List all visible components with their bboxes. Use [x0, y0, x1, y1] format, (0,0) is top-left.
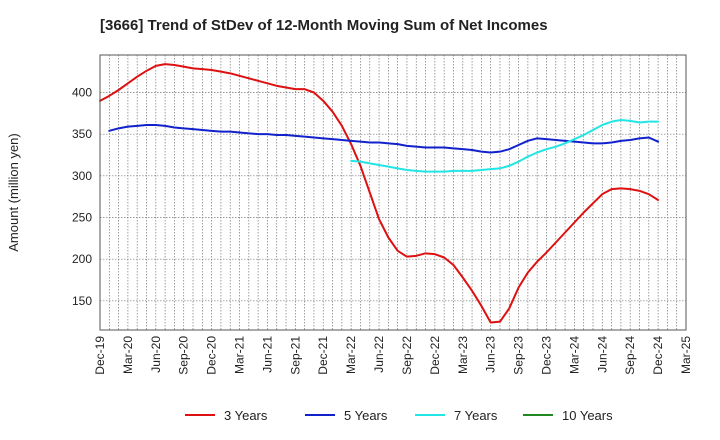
- y-tick-label: 350: [72, 127, 92, 141]
- x-tick-label: Mar-21: [233, 336, 247, 374]
- grid-lines: [100, 55, 686, 330]
- x-tick-label: Sep-22: [400, 336, 414, 375]
- x-tick-label: Dec-21: [316, 336, 330, 375]
- x-tick-label: Dec-22: [428, 336, 442, 375]
- series-line-7-years: [350, 119, 660, 173]
- y-tick-label: 400: [72, 86, 92, 100]
- legend-label: 7 Years: [454, 408, 498, 423]
- x-tick-label: Dec-19: [93, 336, 107, 375]
- x-tick-labels: Dec-19 Mar-20 Jun-20 Sep-20 Dec-20 Mar-21 Jun-…: [93, 336, 693, 375]
- y-tick-label: 200: [72, 252, 92, 266]
- y-tick-labels: 150 200 250 300 350 400: [72, 86, 92, 308]
- y-axis-label: Amount (million yen): [6, 133, 21, 252]
- x-tick-label: Mar-25: [679, 336, 693, 374]
- x-tick-label: Dec-23: [539, 336, 553, 375]
- legend-item-10-years: 10 Years: [523, 408, 613, 423]
- y-tick-label: 150: [72, 294, 92, 308]
- x-tick-label: Mar-24: [567, 336, 581, 374]
- legend-label: 3 Years: [224, 408, 268, 423]
- legend-label: 10 Years: [562, 408, 613, 423]
- series-lines: [99, 63, 660, 324]
- plot-area-frame: [99, 54, 687, 331]
- series-line-3-years: [99, 63, 660, 324]
- x-tick-label: Mar-20: [121, 336, 135, 374]
- legend-item-5-years: 5 Years: [305, 408, 388, 423]
- legend-label: 5 Years: [344, 408, 388, 423]
- x-tick-label: Sep-21: [288, 336, 302, 375]
- chart-title: [3666] Trend of StDev of 12-Month Moving…: [100, 17, 548, 34]
- x-tick-label: Dec-24: [651, 336, 665, 375]
- legend-item-7-years: 7 Years: [415, 408, 498, 423]
- x-tick-label: Sep-23: [512, 336, 526, 375]
- x-tick-label: Dec-20: [205, 336, 219, 375]
- x-tick-label: Jun-23: [484, 336, 498, 373]
- x-tick-label: Sep-20: [177, 336, 191, 375]
- x-tick-label: Jun-22: [372, 336, 386, 373]
- legend-item-3-years: 3 Years: [185, 408, 268, 423]
- x-tick-label: Jun-24: [595, 336, 609, 373]
- x-tick-label: Mar-23: [456, 336, 470, 374]
- x-tick-label: Mar-22: [344, 336, 358, 374]
- x-tick-label: Jun-21: [260, 336, 274, 373]
- y-tick-label: 250: [72, 211, 92, 225]
- series-line-5-years: [108, 124, 660, 154]
- y-tick-label: 300: [72, 169, 92, 183]
- legend: 3 Years 5 Years 7 Years 10 Years: [185, 408, 613, 423]
- x-tick-label: Jun-20: [149, 336, 163, 373]
- x-tick-label: Sep-24: [623, 336, 637, 375]
